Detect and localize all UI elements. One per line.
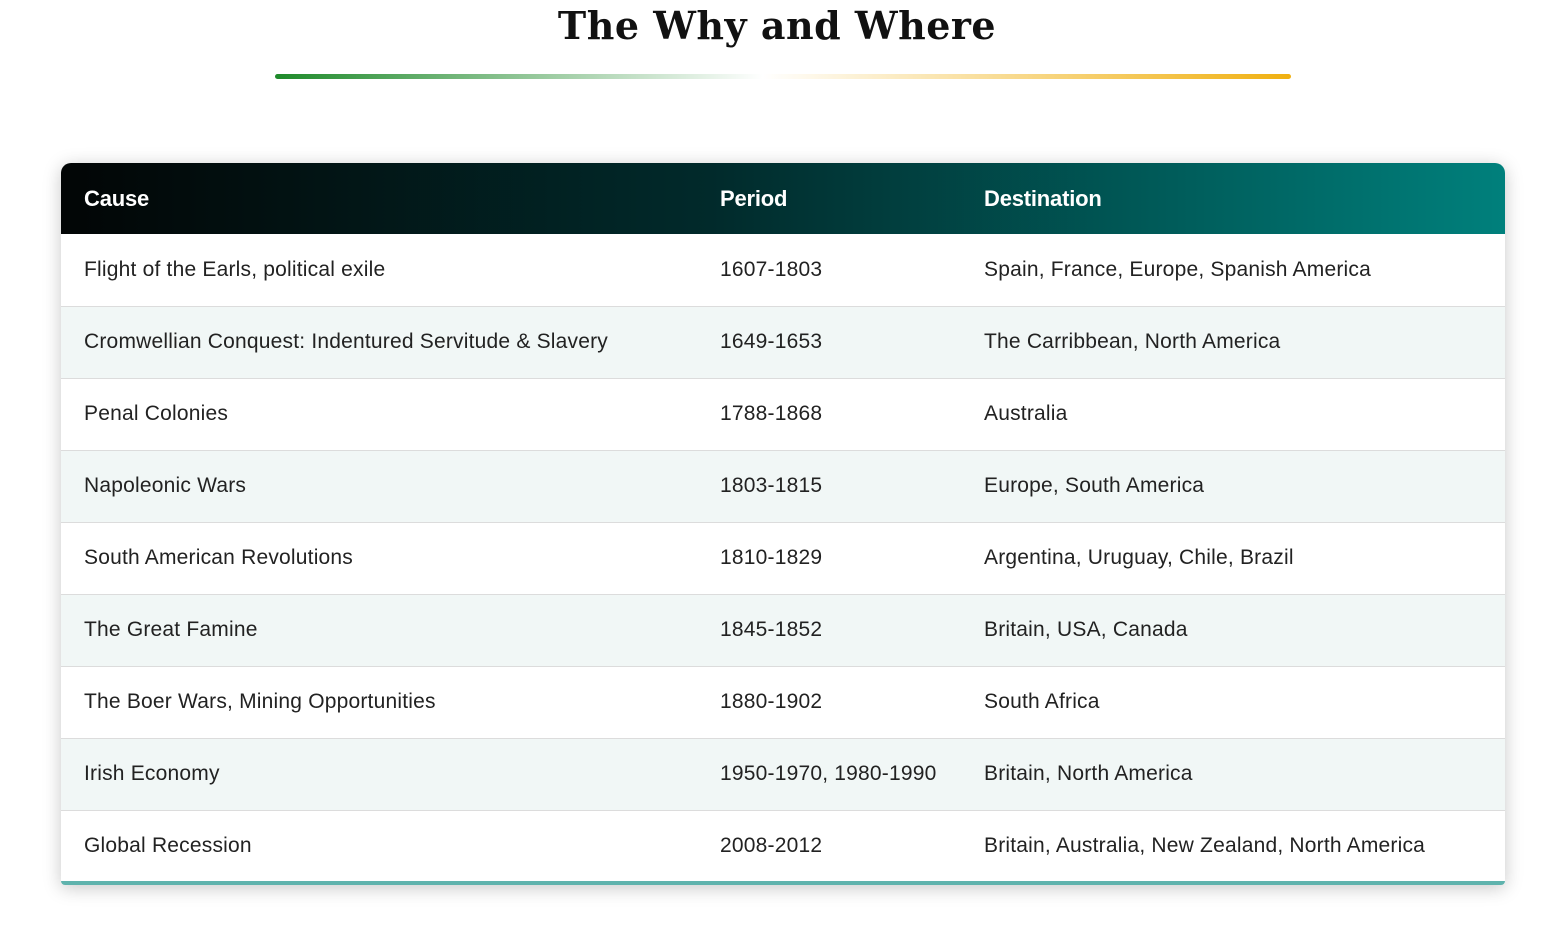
- column-header-cause: Cause: [84, 185, 150, 211]
- cell-cause: Penal Colonies: [84, 402, 229, 425]
- cell-destination: Europe, South America: [984, 474, 1205, 497]
- table-row: The Great Famine 1845-1852 Britain, USA,…: [61, 594, 1505, 666]
- table-body: Flight of the Earls, political exile 160…: [61, 234, 1505, 882]
- cell-destination: Australia: [984, 402, 1068, 425]
- cell-period: 1810-1829: [720, 546, 823, 569]
- column-header-destination: Destination: [984, 185, 1102, 211]
- cell-cause: Cromwellian Conquest: Indentured Servitu…: [84, 330, 608, 353]
- cell-cause: The Great Famine: [84, 618, 258, 641]
- title-underline: [275, 74, 1291, 79]
- cell-destination: Britain, Australia, New Zealand, North A…: [984, 834, 1426, 858]
- table-row: South American Revolutions 1810-1829 Arg…: [61, 522, 1505, 594]
- page-title: The Why and Where: [557, 3, 997, 48]
- cell-destination: The Carribbean, North America: [984, 330, 1281, 353]
- table-row: Cromwellian Conquest: Indentured Servitu…: [61, 306, 1505, 378]
- cell-period: 2008-2012: [720, 834, 823, 858]
- cell-period: 1803-1815: [720, 474, 823, 497]
- column-header-period: Period: [720, 185, 788, 211]
- cell-period: 1880-1902: [720, 690, 823, 713]
- table-header: Cause Period Destination: [61, 163, 1505, 234]
- cell-period: 1649-1653: [720, 330, 823, 353]
- cell-period: 1788-1868: [720, 402, 823, 425]
- cell-cause: Flight of the Earls, political exile: [84, 257, 386, 281]
- table-row: Global Recession 2008-2012 Britain, Aust…: [61, 810, 1505, 882]
- cell-destination: Britain, USA, Canada: [984, 618, 1188, 641]
- cell-cause: Irish Economy: [84, 762, 220, 785]
- table-row: Flight of the Earls, political exile 160…: [61, 234, 1505, 306]
- table-row: Napoleonic Wars 1803-1815 Europe, South …: [61, 450, 1505, 522]
- cell-period: 1950-1970, 1980-1990: [720, 762, 937, 785]
- cell-period: 1845-1852: [720, 618, 823, 641]
- emigration-table-card: Cause Period Destination Flight of the E…: [61, 163, 1505, 885]
- table-header-row: Cause Period Destination: [61, 163, 1505, 234]
- cell-cause: Napoleonic Wars: [84, 474, 247, 497]
- cell-destination: South Africa: [984, 690, 1100, 713]
- cell-cause: South American Revolutions: [84, 546, 354, 569]
- table-bottom-accent-bar: [61, 881, 1505, 885]
- cell-destination: Spain, France, Europe, Spanish America: [984, 257, 1371, 281]
- table-row: The Boer Wars, Mining Opportunities 1880…: [61, 666, 1505, 738]
- cell-destination: Britain, North America: [984, 762, 1193, 785]
- cell-period: 1607-1803: [720, 257, 823, 281]
- cell-cause: Global Recession: [84, 834, 252, 858]
- cell-cause: The Boer Wars, Mining Opportunities: [84, 690, 436, 713]
- cell-destination: Argentina, Uruguay, Chile, Brazil: [984, 546, 1294, 569]
- table-row: Irish Economy 1950-1970, 1980-1990 Brita…: [61, 738, 1505, 810]
- emigration-table: Cause Period Destination Flight of the E…: [61, 163, 1505, 882]
- table-row: Penal Colonies 1788-1868 Australia: [61, 378, 1505, 450]
